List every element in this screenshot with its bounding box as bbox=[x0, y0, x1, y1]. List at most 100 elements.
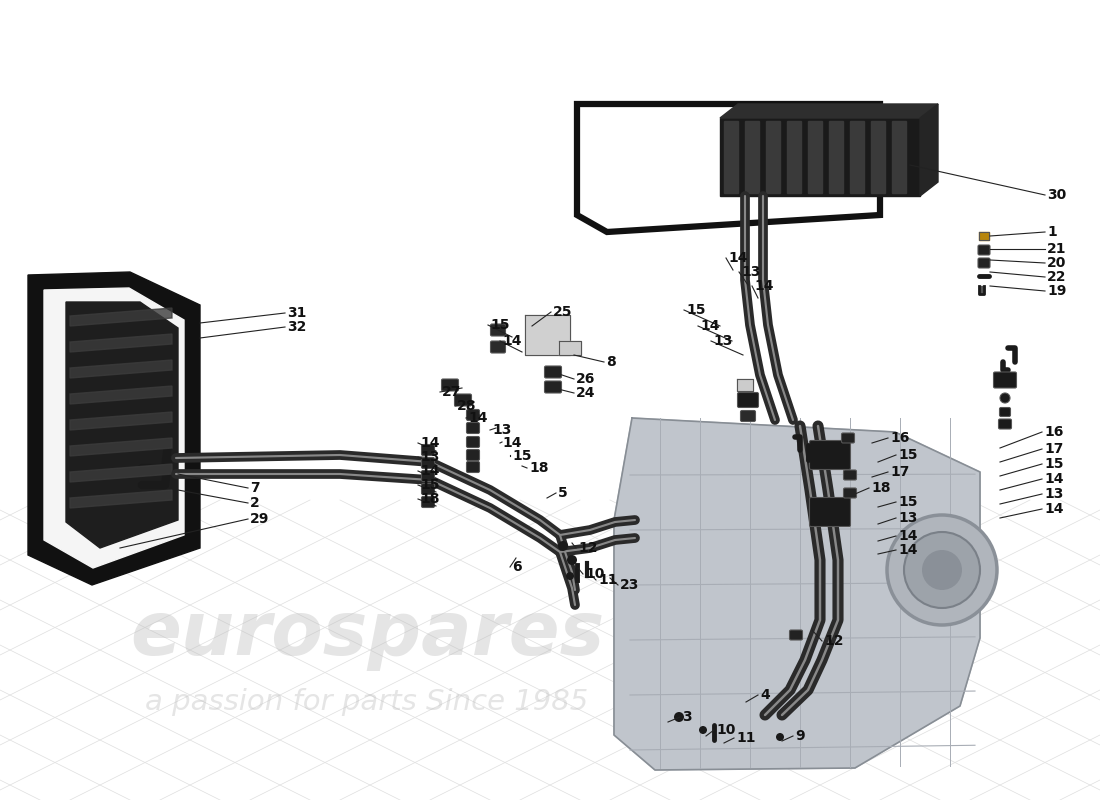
Text: a passion for parts Since 1985: a passion for parts Since 1985 bbox=[145, 688, 588, 716]
Polygon shape bbox=[979, 232, 989, 240]
Polygon shape bbox=[720, 104, 938, 118]
Text: 18: 18 bbox=[420, 492, 440, 506]
FancyBboxPatch shape bbox=[1000, 407, 1011, 417]
Polygon shape bbox=[745, 121, 759, 193]
FancyBboxPatch shape bbox=[842, 433, 855, 443]
Text: 14: 14 bbox=[700, 319, 719, 333]
Polygon shape bbox=[829, 121, 843, 193]
FancyBboxPatch shape bbox=[790, 630, 803, 640]
Text: 18: 18 bbox=[871, 481, 891, 495]
Text: 14: 14 bbox=[420, 464, 440, 478]
Text: 5: 5 bbox=[558, 486, 568, 500]
Polygon shape bbox=[525, 315, 570, 355]
Polygon shape bbox=[28, 272, 200, 585]
Circle shape bbox=[558, 541, 568, 551]
Polygon shape bbox=[614, 418, 980, 770]
FancyBboxPatch shape bbox=[978, 245, 990, 255]
FancyBboxPatch shape bbox=[466, 422, 480, 434]
Circle shape bbox=[904, 532, 980, 608]
Text: 6: 6 bbox=[512, 560, 521, 574]
Text: 14: 14 bbox=[728, 251, 748, 265]
FancyBboxPatch shape bbox=[466, 410, 480, 421]
Polygon shape bbox=[70, 438, 172, 456]
FancyBboxPatch shape bbox=[421, 497, 434, 507]
Text: 2: 2 bbox=[250, 496, 260, 510]
Text: 15: 15 bbox=[490, 318, 509, 332]
Text: 9: 9 bbox=[795, 729, 804, 743]
Text: 20: 20 bbox=[1047, 256, 1066, 270]
FancyBboxPatch shape bbox=[441, 379, 459, 391]
Polygon shape bbox=[44, 288, 184, 568]
Text: 13: 13 bbox=[1044, 487, 1064, 501]
FancyBboxPatch shape bbox=[421, 458, 434, 469]
Circle shape bbox=[566, 555, 578, 565]
Text: 15: 15 bbox=[898, 448, 917, 462]
FancyBboxPatch shape bbox=[454, 394, 472, 406]
Text: 14: 14 bbox=[502, 334, 521, 348]
FancyBboxPatch shape bbox=[491, 324, 506, 336]
Text: 22: 22 bbox=[1047, 270, 1067, 284]
Polygon shape bbox=[66, 302, 178, 548]
Text: 27: 27 bbox=[442, 385, 461, 399]
Circle shape bbox=[698, 726, 707, 734]
Text: 14: 14 bbox=[420, 436, 440, 450]
Circle shape bbox=[776, 733, 784, 741]
Text: 26: 26 bbox=[576, 372, 595, 386]
Polygon shape bbox=[850, 121, 864, 193]
Circle shape bbox=[1000, 393, 1010, 403]
Text: 30: 30 bbox=[1047, 188, 1066, 202]
Text: 31: 31 bbox=[287, 306, 307, 320]
Polygon shape bbox=[786, 121, 801, 193]
Polygon shape bbox=[724, 121, 738, 193]
FancyBboxPatch shape bbox=[810, 498, 850, 526]
Text: 3: 3 bbox=[682, 710, 692, 724]
Text: 11: 11 bbox=[598, 573, 617, 587]
Circle shape bbox=[887, 515, 997, 625]
FancyBboxPatch shape bbox=[810, 441, 850, 470]
Polygon shape bbox=[70, 464, 172, 482]
Text: 7: 7 bbox=[250, 481, 260, 495]
Text: 14: 14 bbox=[754, 279, 773, 293]
FancyBboxPatch shape bbox=[421, 470, 434, 482]
Text: 14: 14 bbox=[1044, 472, 1064, 486]
Text: eurospares: eurospares bbox=[130, 598, 604, 671]
FancyBboxPatch shape bbox=[544, 366, 561, 378]
Polygon shape bbox=[979, 286, 984, 294]
Circle shape bbox=[922, 550, 962, 590]
FancyBboxPatch shape bbox=[421, 483, 434, 494]
Text: 16: 16 bbox=[890, 431, 910, 445]
FancyBboxPatch shape bbox=[844, 488, 857, 498]
Text: 14: 14 bbox=[898, 529, 917, 543]
FancyBboxPatch shape bbox=[466, 462, 480, 473]
Circle shape bbox=[674, 712, 684, 722]
Polygon shape bbox=[70, 412, 172, 430]
Text: 13: 13 bbox=[492, 423, 512, 437]
Text: 25: 25 bbox=[553, 305, 572, 319]
Polygon shape bbox=[766, 121, 780, 193]
Text: 14: 14 bbox=[468, 411, 487, 425]
Text: 12: 12 bbox=[824, 634, 844, 648]
Text: 21: 21 bbox=[1047, 242, 1067, 256]
FancyBboxPatch shape bbox=[466, 437, 480, 447]
Polygon shape bbox=[737, 379, 754, 391]
Text: 23: 23 bbox=[620, 578, 639, 592]
Polygon shape bbox=[892, 121, 906, 193]
Text: 16: 16 bbox=[1044, 425, 1064, 439]
Text: 10: 10 bbox=[716, 723, 736, 737]
Polygon shape bbox=[808, 121, 822, 193]
Text: 15: 15 bbox=[898, 495, 917, 509]
FancyBboxPatch shape bbox=[844, 470, 857, 480]
Text: 18: 18 bbox=[529, 461, 549, 475]
Text: 14: 14 bbox=[502, 436, 521, 450]
Text: 12: 12 bbox=[578, 541, 597, 555]
FancyBboxPatch shape bbox=[466, 450, 480, 461]
Text: 32: 32 bbox=[287, 320, 307, 334]
FancyBboxPatch shape bbox=[421, 445, 434, 455]
FancyBboxPatch shape bbox=[978, 258, 990, 268]
Text: 14: 14 bbox=[1044, 502, 1064, 516]
Text: 19: 19 bbox=[1047, 284, 1066, 298]
FancyBboxPatch shape bbox=[740, 410, 756, 422]
Polygon shape bbox=[720, 118, 920, 196]
Text: 8: 8 bbox=[606, 355, 616, 369]
FancyBboxPatch shape bbox=[737, 393, 759, 407]
